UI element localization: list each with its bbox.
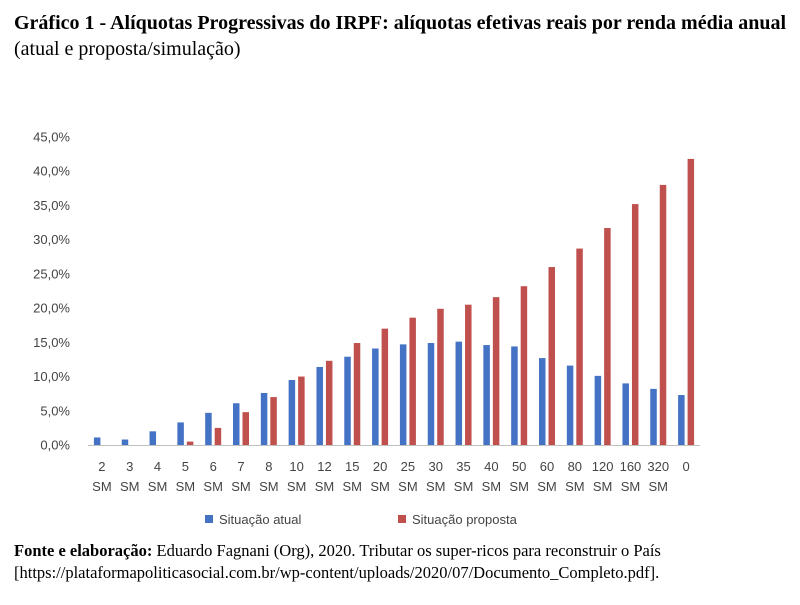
legend-swatch — [205, 515, 213, 523]
chart-title-normal: (atual e proposta/simulação) — [14, 38, 241, 60]
x-tick-label: 2 SM — [92, 459, 112, 494]
x-tick-label: 3 SM — [120, 459, 140, 494]
y-tick-label: 15,0% — [33, 335, 70, 350]
bar-situacao-proposta — [409, 317, 416, 445]
bar-chart: 0,0% 5,0% 10,0% 15,0% 20,0% 25,0% 30,0% 35,0% 40… — [33, 130, 700, 527]
source-label: Fonte e elaboração: — [14, 541, 153, 560]
bar-situacao-atual — [260, 392, 268, 445]
x-tick-label: 30 SM — [426, 459, 446, 494]
x-tick-label: 4 SM — [148, 459, 168, 494]
bar-situacao-atual — [121, 439, 129, 445]
bar-situacao-atual — [594, 375, 602, 445]
bar-situacao-atual — [205, 412, 212, 445]
bar-situacao-atual — [678, 395, 685, 445]
bar-situacao-atual — [566, 365, 574, 445]
bar-situacao-proposta — [186, 441, 194, 445]
y-tick-label: 40,0% — [33, 164, 70, 179]
bar-situacao-proposta — [520, 286, 528, 445]
legend-label: Situação proposta — [412, 512, 518, 527]
x-tick-label: 12 SM — [315, 459, 335, 494]
bar-situacao-atual — [149, 431, 157, 445]
bar-situacao-proposta — [298, 376, 305, 445]
bar-situacao-atual — [93, 437, 101, 445]
bar-situacao-proposta — [381, 328, 389, 445]
x-tick-label: 5 SM — [176, 459, 196, 494]
legend-label: Situação atual — [219, 512, 302, 527]
y-tick-label: 10,0% — [33, 369, 70, 384]
x-tick-label: 80 SM — [565, 459, 585, 494]
bar-situacao-proposta — [437, 308, 444, 445]
y-tick-label: 20,0% — [33, 301, 70, 316]
x-tick-label: 120 SM — [592, 459, 614, 494]
bar-situacao-proposta — [270, 397, 277, 445]
source-text: Eduardo Fagnani (Org), 2020. Tributar os… — [14, 541, 661, 582]
legend-swatch — [398, 515, 406, 523]
x-tick-label: 8 SM — [259, 459, 279, 494]
bar-situacao-atual — [650, 388, 657, 445]
bar-situacao-atual — [483, 345, 490, 445]
x-tick-label: 160 SM — [620, 459, 642, 494]
x-tick-label: 0 — [682, 459, 689, 474]
source-note: Fonte e elaboração: Eduardo Fagnani (Org… — [14, 540, 794, 584]
bar-situacao-atual — [539, 358, 546, 445]
bar-situacao-proposta — [687, 158, 695, 445]
x-tick-label: 7 SM — [231, 459, 251, 494]
bar-situacao-atual — [233, 403, 240, 445]
x-tick-label: 60 SM — [537, 459, 557, 494]
bar-situacao-proposta — [659, 184, 667, 445]
bar-situacao-atual — [511, 346, 518, 445]
bar-situacao-proposta — [214, 427, 222, 445]
y-tick-label: 0,0% — [40, 438, 70, 453]
bar-situacao-atual — [622, 383, 629, 445]
x-tick-label: 10 SM — [287, 459, 307, 494]
bar-situacao-atual — [455, 341, 463, 445]
x-tick-label: 50 SM — [509, 459, 529, 494]
bar-situacao-proposta — [325, 360, 333, 445]
bar-situacao-proposta — [548, 267, 555, 445]
y-tick-label: 5,0% — [40, 403, 70, 418]
y-tick-label: 35,0% — [33, 198, 70, 213]
x-tick-label: 6 SM — [203, 459, 223, 494]
x-tick-label: 15 SM — [343, 459, 363, 494]
bar-situacao-atual — [288, 379, 296, 445]
bar-situacao-proposta — [353, 343, 361, 445]
x-tick-label: 25 SM — [398, 459, 418, 494]
bar-situacao-atual — [372, 348, 379, 445]
bar-situacao-proposta — [242, 412, 249, 445]
bar-situacao-atual — [316, 366, 323, 445]
x-tick-label: 40 SM — [482, 459, 502, 494]
bar-situacao-proposta — [631, 204, 639, 445]
bar-situacao-proposta — [492, 297, 500, 445]
bar-situacao-atual — [344, 356, 351, 445]
x-tick-label: 320 SM — [647, 459, 669, 494]
chart-title: Gráfico 1 - Alíquotas Progressivas do IR… — [14, 10, 794, 62]
x-tick-label: 20 SM — [370, 459, 390, 494]
bar-situacao-proposta — [576, 248, 583, 445]
y-tick-label: 45,0% — [33, 130, 70, 145]
bar-situacao-atual — [399, 344, 407, 445]
y-tick-label: 25,0% — [33, 266, 70, 281]
bar-situacao-proposta — [604, 228, 611, 445]
x-tick-label: 35 SM — [454, 459, 474, 494]
y-tick-label: 30,0% — [33, 232, 70, 247]
bar-situacao-proposta — [465, 304, 472, 445]
chart-title-bold: Gráfico 1 - Alíquotas Progressivas do IR… — [14, 12, 787, 34]
bar-situacao-atual — [177, 422, 184, 445]
bar-situacao-atual — [427, 343, 435, 445]
